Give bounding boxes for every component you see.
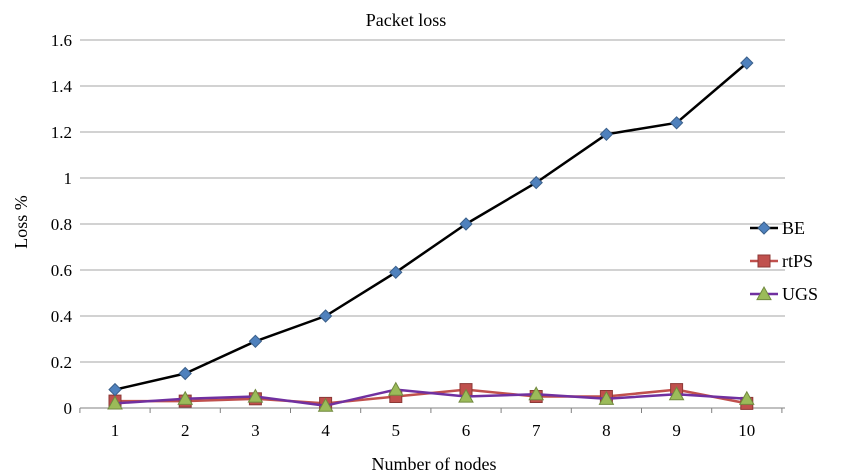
data-point-ugs [387,381,404,396]
series [107,56,755,412]
series-line-be [114,62,748,391]
x-tick-label: 4 [321,421,330,440]
y-tick-label: 1.2 [51,123,72,142]
x-tick-label: 2 [181,421,190,440]
y-tick-label: 0.4 [51,307,73,326]
data-point-ugs [107,395,123,410]
x-tick-label: 10 [738,421,755,440]
legend-label-rtps: rtPS [782,251,813,271]
y-tick-label: 0.8 [51,215,72,234]
data-point-ugs [598,390,615,405]
data-point-be [459,217,473,231]
series-line-ugs [114,388,747,407]
x-tick-label: 1 [111,421,120,440]
y-tick-label: 1.6 [51,31,72,50]
data-point-ugs [317,397,334,412]
chart-title: Packet loss [366,10,447,30]
y-tick-labels: 0 0.2 0.4 0.6 0.8 1 1.2 1.4 1.6 [51,31,73,418]
data-point-be [248,334,263,349]
data-point-be [389,265,403,280]
data-point-ugs [668,386,685,401]
legend-marker-rtps [757,254,771,268]
y-tick-label: 1 [64,169,73,188]
y-tick-label: 0.6 [51,261,72,280]
data-point-ugs [247,388,264,403]
y-tick-label: 1.4 [51,77,73,96]
data-point-be [740,56,754,70]
data-point-be [318,309,333,323]
x-tick-label: 3 [251,421,260,440]
y-axis-title: Loss % [11,195,31,249]
legend-marker-be [757,221,771,235]
legend-label-be: BE [782,218,805,238]
x-tick-label: 6 [462,421,471,440]
x-tick-label: 5 [392,421,401,440]
data-point-be [669,116,684,130]
data-point-ugs [177,390,194,405]
legend: BE rtPS UGS [750,218,818,304]
data-point-ugs [458,388,474,403]
x-tick-label: 7 [532,421,541,440]
x-tick-label: 8 [602,421,611,440]
axes [79,407,785,413]
legend-marker-ugs [756,285,772,301]
x-tick-labels: 1 2 3 4 5 6 7 8 9 10 [111,421,756,440]
data-point-be [529,175,543,190]
x-tick-label: 9 [672,421,681,440]
data-point-be [108,382,122,397]
data-point-ugs [528,386,545,401]
x-axis-title: Number of nodes [372,454,497,474]
data-point-be [599,127,614,142]
grid-lines [80,39,785,363]
y-tick-label: 0 [64,399,73,418]
legend-label-ugs: UGS [782,284,818,304]
y-tick-label: 0.2 [51,353,72,372]
data-point-ugs [738,390,755,405]
data-point-be [178,366,192,381]
